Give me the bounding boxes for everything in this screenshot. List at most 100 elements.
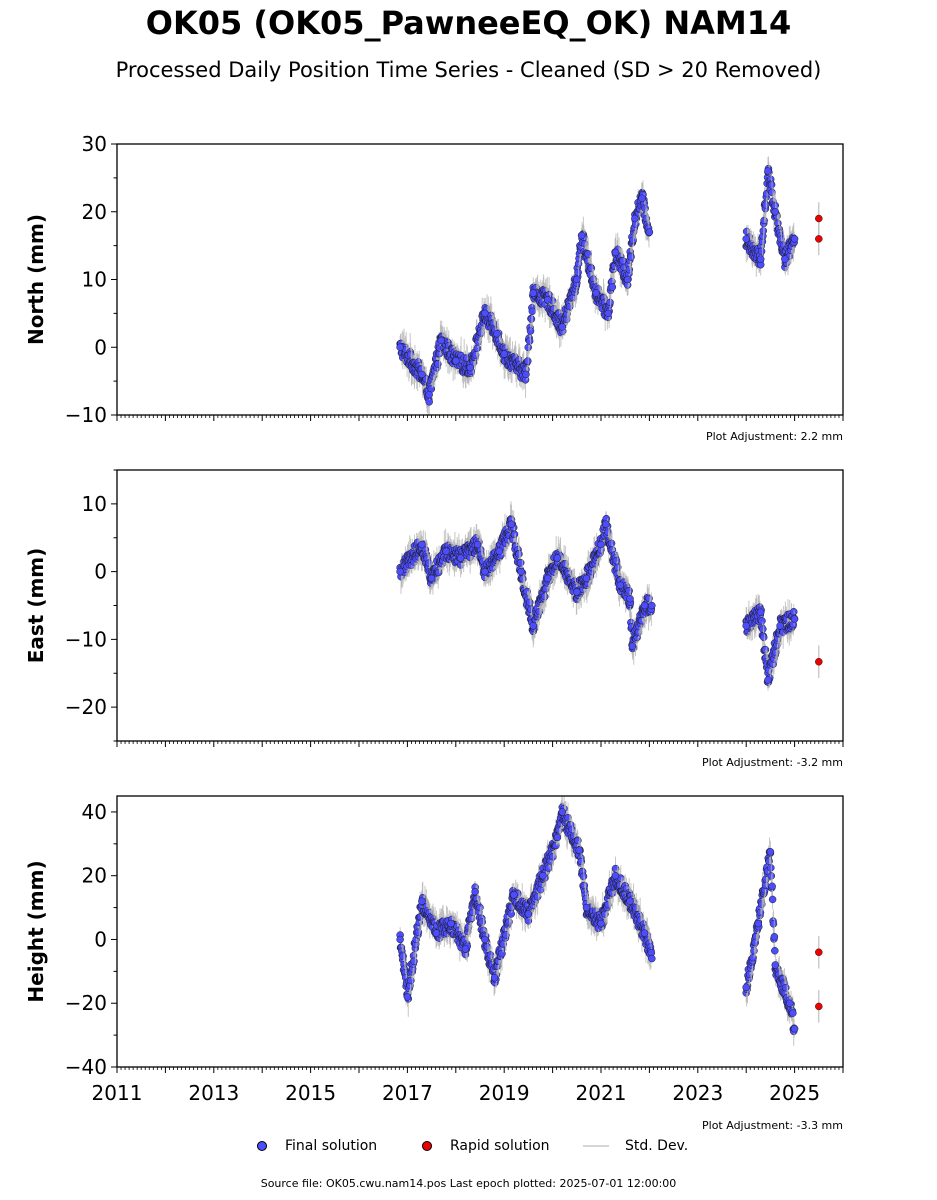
final-solution-point (473, 540, 482, 549)
final-solution-point (418, 897, 426, 905)
final-solution-point (544, 574, 552, 583)
final-solution-point (510, 891, 518, 899)
final-solution-point (771, 208, 779, 216)
plot-adjustment-label: Plot Adjustment: 2.2 mm (706, 430, 843, 443)
final-solution-point (432, 929, 441, 937)
final-solution-point (768, 882, 776, 891)
legend-label-rapid: Rapid solution (450, 1138, 550, 1154)
final-solution-point (399, 952, 407, 960)
final-solution-point (790, 235, 799, 243)
final-solution-point (742, 622, 750, 630)
final-solution-point (790, 615, 799, 623)
final-solution-point (789, 1009, 797, 1017)
rapid-solution-point (815, 948, 823, 956)
final-solution-point (529, 289, 537, 297)
final-solution-point (611, 871, 620, 880)
y-tick-label: 0 (94, 560, 107, 584)
final-solution-point (418, 370, 426, 379)
panel-2: −20 −10 0 10 East (mm) Plot Adjustment: -3.2 … (24, 469, 844, 769)
final-solution-point (757, 247, 766, 256)
final-solution-point (771, 946, 779, 955)
y-axis-label: North (mm) (24, 214, 48, 345)
final-solution-point (516, 559, 525, 567)
rapid-solution-point (815, 214, 823, 223)
y-axis-label: East (mm) (24, 548, 48, 664)
x-tick-label: 2013 (188, 1081, 239, 1105)
final-solution-point (447, 919, 455, 928)
final-solution-point (495, 547, 504, 556)
final-solution-point (758, 617, 766, 625)
final-solution-point (442, 547, 450, 556)
final-solution-point (396, 343, 404, 351)
plot-adjustment-label: Plot Adjustment: -3.2 mm (702, 756, 843, 769)
final-solution-point (766, 848, 775, 856)
legend-marker-rapid (422, 1141, 432, 1151)
final-solution-point (452, 357, 460, 365)
final-solution-point (768, 895, 777, 904)
final-solution-point (396, 935, 404, 944)
x-tick-label: 2015 (285, 1081, 336, 1105)
final-solution-point (790, 1024, 799, 1033)
y-tick-label: −20 (65, 991, 107, 1015)
final-solution-point (771, 961, 779, 969)
final-solution-point (597, 540, 605, 549)
final-solution-point (786, 999, 794, 1007)
y-tick-label: 0 (94, 927, 107, 951)
final-solution-point (437, 336, 446, 345)
final-solution-point (608, 283, 617, 291)
final-solution-point (558, 808, 567, 816)
legend: Final solution Rapid solution Std. Dev. (0, 1138, 937, 1158)
panel-1: −10 0 10 20 30 North (mm) Plot Adjustment: 2.2… (24, 132, 844, 443)
final-solution-point (645, 228, 654, 236)
final-solution-point (628, 642, 637, 650)
final-solution-point (781, 255, 789, 263)
final-solution-point (410, 957, 418, 965)
x-tick-label: 2021 (576, 1081, 627, 1105)
rapid-solution-point (815, 1002, 823, 1011)
final-solution-point (648, 954, 656, 963)
final-solution-point (481, 309, 489, 318)
final-solution-point (776, 622, 784, 630)
final-solution-point (481, 567, 489, 576)
final-solution-point (640, 601, 649, 610)
rapid-solution-point (815, 657, 823, 666)
final-solution-point (616, 581, 625, 589)
y-tick-label: 0 (94, 335, 107, 359)
final-solution-point (573, 588, 581, 596)
panel-frame (116, 143, 844, 416)
final-solution-point (782, 983, 790, 992)
data-layer (396, 156, 823, 415)
final-solution-point (456, 554, 465, 562)
final-solution-point (611, 248, 620, 257)
y-tick-label: 20 (82, 864, 107, 888)
y-axis-label: Height (mm) (24, 860, 48, 1002)
final-solution-point (522, 370, 530, 379)
final-solution-point (640, 929, 649, 937)
x-tick-label: 2023 (672, 1081, 723, 1105)
final-solution-point (626, 594, 634, 603)
final-solution-point (625, 587, 633, 595)
final-solution-point (597, 919, 605, 928)
final-solution-point (623, 275, 632, 284)
final-solution-point (592, 289, 600, 297)
final-solution-point (425, 390, 433, 399)
final-solution-point (498, 949, 506, 958)
legend-item-rapid: Rapid solution (422, 1138, 550, 1154)
data-layer (396, 796, 823, 1046)
final-solution-point (742, 235, 750, 243)
legend-item-std: Std. Dev. (583, 1138, 688, 1154)
final-solution-point (524, 910, 533, 918)
final-solution-point (529, 622, 537, 630)
final-solution-point (481, 935, 489, 944)
final-solution-point (407, 976, 415, 985)
final-solution-point (461, 945, 470, 953)
source-footer: Source file: OK05.cwu.nam14.pos Last epo… (260, 1177, 677, 1190)
y-tick-label: −20 (65, 695, 107, 719)
panel-frame (116, 469, 844, 742)
legend-marker-std (583, 1145, 609, 1147)
y-tick-label: 10 (82, 268, 107, 292)
y-tick-label: 40 (82, 800, 107, 824)
final-solution-point (471, 887, 479, 896)
legend-label-std: Std. Dev. (625, 1138, 689, 1154)
final-solution-point (756, 608, 765, 617)
